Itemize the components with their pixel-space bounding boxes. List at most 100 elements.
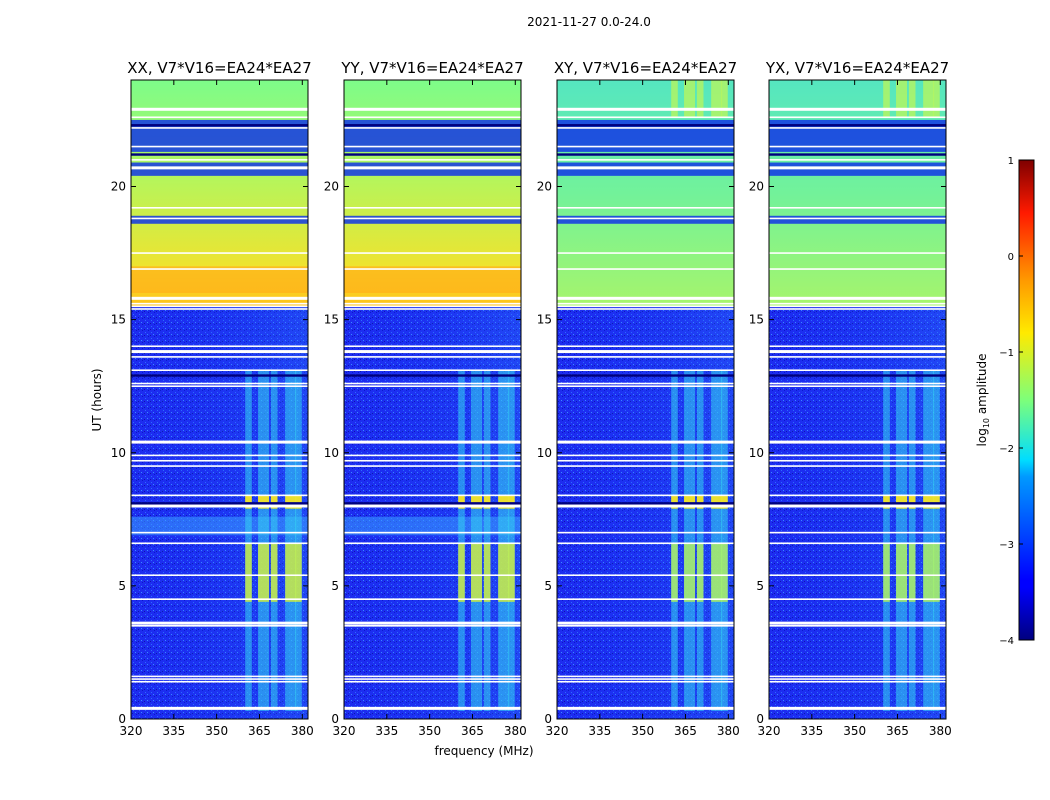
flagged-row xyxy=(769,116,946,119)
rfi-column-day xyxy=(933,80,940,118)
panel-xx: XX, V7*V16=EA24*EA27 320 335 350 365 380 0 5 10 1… xyxy=(111,59,314,738)
rfi-burst xyxy=(483,495,491,509)
y-tick-label: 20 xyxy=(324,180,339,194)
flagged-row xyxy=(557,166,734,170)
rfi-burst xyxy=(933,495,940,509)
rfi-burst xyxy=(285,543,297,602)
flagged-row xyxy=(557,440,734,444)
flagged-row xyxy=(769,166,946,170)
y-tick-label: 10 xyxy=(324,446,339,460)
flagged-row xyxy=(769,305,946,308)
flagged-row xyxy=(131,440,308,444)
flagged-row xyxy=(557,356,734,358)
rfi-column xyxy=(696,370,704,712)
flagged-row xyxy=(344,145,521,148)
flagged-row xyxy=(344,305,521,308)
flagged-row xyxy=(557,308,734,310)
rfi-burst xyxy=(295,543,302,602)
figure-suptitle: 2021-11-27 0.0-24.0 xyxy=(527,15,651,29)
x-tick-label: 335 xyxy=(800,724,823,738)
rfi-burst xyxy=(711,543,723,602)
flagged-row xyxy=(131,385,308,387)
rfi-column xyxy=(458,370,465,712)
rfi-column xyxy=(258,370,270,712)
flagged-row xyxy=(131,296,308,300)
rfi-burst xyxy=(498,543,510,602)
y-tick-label: 0 xyxy=(544,712,552,726)
colorbar-label-rest: amplitude xyxy=(975,354,989,418)
flagged-row xyxy=(557,678,734,680)
rfi-burst xyxy=(721,495,728,509)
rfi-burst xyxy=(471,543,483,602)
rfi-burst xyxy=(896,543,908,602)
dark-row xyxy=(131,124,308,127)
flagged-row xyxy=(769,159,946,161)
flagged-row xyxy=(344,621,521,625)
flagged-row xyxy=(769,302,946,305)
x-tick-label: 365 xyxy=(886,724,909,738)
day-dark-band xyxy=(344,215,521,224)
y-tick-label: 20 xyxy=(537,180,552,194)
flagged-row xyxy=(557,504,734,508)
flagged-row xyxy=(769,625,946,627)
rfi-burst xyxy=(696,495,704,509)
flagged-row xyxy=(557,621,734,625)
x-tick-label: 365 xyxy=(248,724,271,738)
flagged-row xyxy=(344,350,521,354)
dark-row xyxy=(131,153,308,156)
y-tick-label: 0 xyxy=(331,712,339,726)
flagged-row xyxy=(344,678,521,680)
flagged-row xyxy=(769,369,946,372)
day-region xyxy=(557,80,734,307)
x-tick-label: 335 xyxy=(375,724,398,738)
rfi-burst xyxy=(883,543,890,602)
flagged-row xyxy=(557,350,734,354)
flagged-row xyxy=(769,465,946,467)
rfi-burst xyxy=(923,543,935,602)
flagged-row xyxy=(131,678,308,680)
rfi-column xyxy=(721,370,728,712)
flagged-row xyxy=(769,385,946,387)
flagged-row xyxy=(344,440,521,444)
flagged-row xyxy=(344,504,521,508)
flagged-row xyxy=(344,116,521,119)
flagged-row xyxy=(557,382,734,385)
y-tick-label: 5 xyxy=(756,579,764,593)
rfi-column xyxy=(285,370,297,712)
flagged-row xyxy=(344,454,521,457)
flagged-row xyxy=(344,159,521,161)
panel-title: YX, V7*V16=EA24*EA27 xyxy=(765,59,949,77)
rfi-column-day xyxy=(908,80,916,118)
flagged-row xyxy=(131,145,308,148)
day-region xyxy=(769,80,946,307)
dark-row xyxy=(769,124,946,127)
flagged-row xyxy=(344,296,521,300)
rfi-column xyxy=(684,370,696,712)
rfi-burst xyxy=(908,495,916,509)
rfi-burst xyxy=(711,495,723,509)
rfi-burst xyxy=(471,495,483,509)
flagged-row xyxy=(769,454,946,457)
flagged-row xyxy=(557,207,734,209)
flagged-row xyxy=(557,706,734,710)
flagged-row xyxy=(557,598,734,600)
rfi-burst xyxy=(285,495,297,509)
flagged-row xyxy=(131,706,308,710)
rfi-burst xyxy=(245,495,252,509)
x-tick-label: 350 xyxy=(205,724,228,738)
dark-row xyxy=(769,374,946,377)
rfi-burst xyxy=(483,543,491,602)
flagged-row xyxy=(131,675,308,678)
rfi-column-day xyxy=(923,80,935,118)
flagged-row xyxy=(344,385,521,387)
flagged-row xyxy=(344,166,521,170)
flagged-row xyxy=(344,107,521,111)
flagged-row xyxy=(769,252,946,254)
flagged-row xyxy=(557,217,734,220)
dark-row xyxy=(557,124,734,127)
x-tick-label: 320 xyxy=(333,724,356,738)
rfi-column-day xyxy=(671,80,678,118)
flagged-row xyxy=(344,459,521,462)
x-tick-label: 380 xyxy=(929,724,952,738)
dark-row xyxy=(557,374,734,377)
